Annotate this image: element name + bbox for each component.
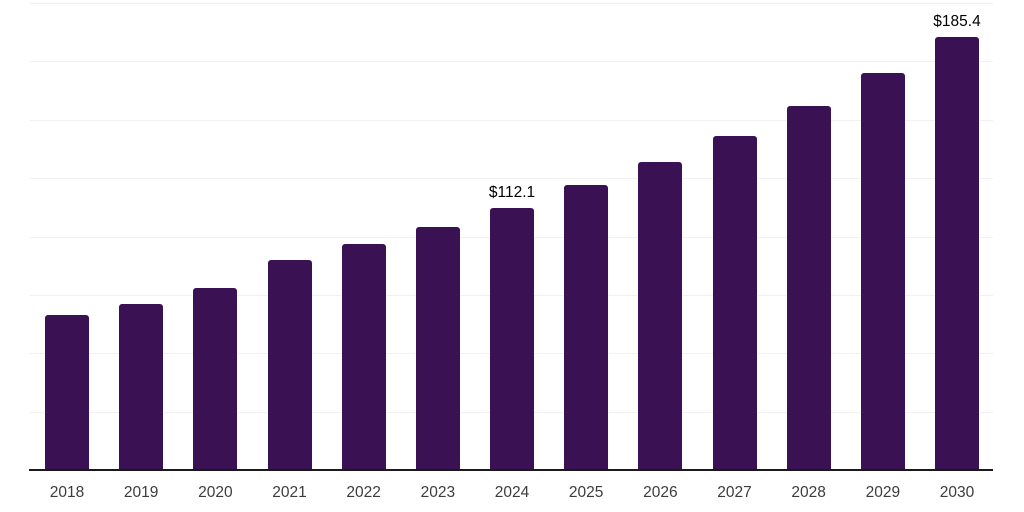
bar-2020	[193, 288, 238, 470]
bar-2027	[712, 135, 757, 470]
x-tick-label-2023: 2023	[420, 484, 456, 501]
x-tick-label-2022: 2022	[346, 484, 381, 501]
x-tick-label-2027: 2027	[717, 484, 752, 501]
bar-2028	[786, 105, 831, 470]
x-tick-label-2021: 2021	[272, 484, 307, 501]
bar-2030	[935, 37, 979, 470]
gridline	[29, 3, 993, 4]
x-tick-label-2024: 2024	[494, 484, 530, 501]
bar-2026	[638, 161, 683, 470]
x-tick-label-2019: 2019	[123, 484, 159, 501]
bar-2025	[564, 184, 609, 470]
x-axis-line	[29, 469, 993, 471]
x-tick-label-2029: 2029	[865, 484, 901, 501]
bar-2023	[415, 227, 460, 470]
bar-2019	[119, 304, 164, 470]
bar-2021	[267, 260, 312, 470]
x-tick-label-2028: 2028	[791, 484, 826, 501]
bar-value-label-2024: $112.1	[488, 184, 536, 202]
bar-value-label-2030: $185.4	[933, 13, 981, 31]
bar-2022	[341, 244, 386, 470]
bar-2018	[45, 314, 89, 470]
x-tick-label-2026: 2026	[643, 484, 678, 501]
x-tick-label-2025: 2025	[568, 484, 604, 501]
bar-2029	[860, 72, 905, 470]
x-tick-label-2020: 2020	[198, 484, 233, 501]
gridline	[29, 61, 993, 63]
gridline	[29, 119, 993, 121]
gridline	[29, 178, 993, 180]
x-tick-label-2018: 2018	[49, 484, 85, 501]
bar-2024	[490, 208, 534, 470]
x-tick-label-2030: 2030	[939, 484, 975, 501]
